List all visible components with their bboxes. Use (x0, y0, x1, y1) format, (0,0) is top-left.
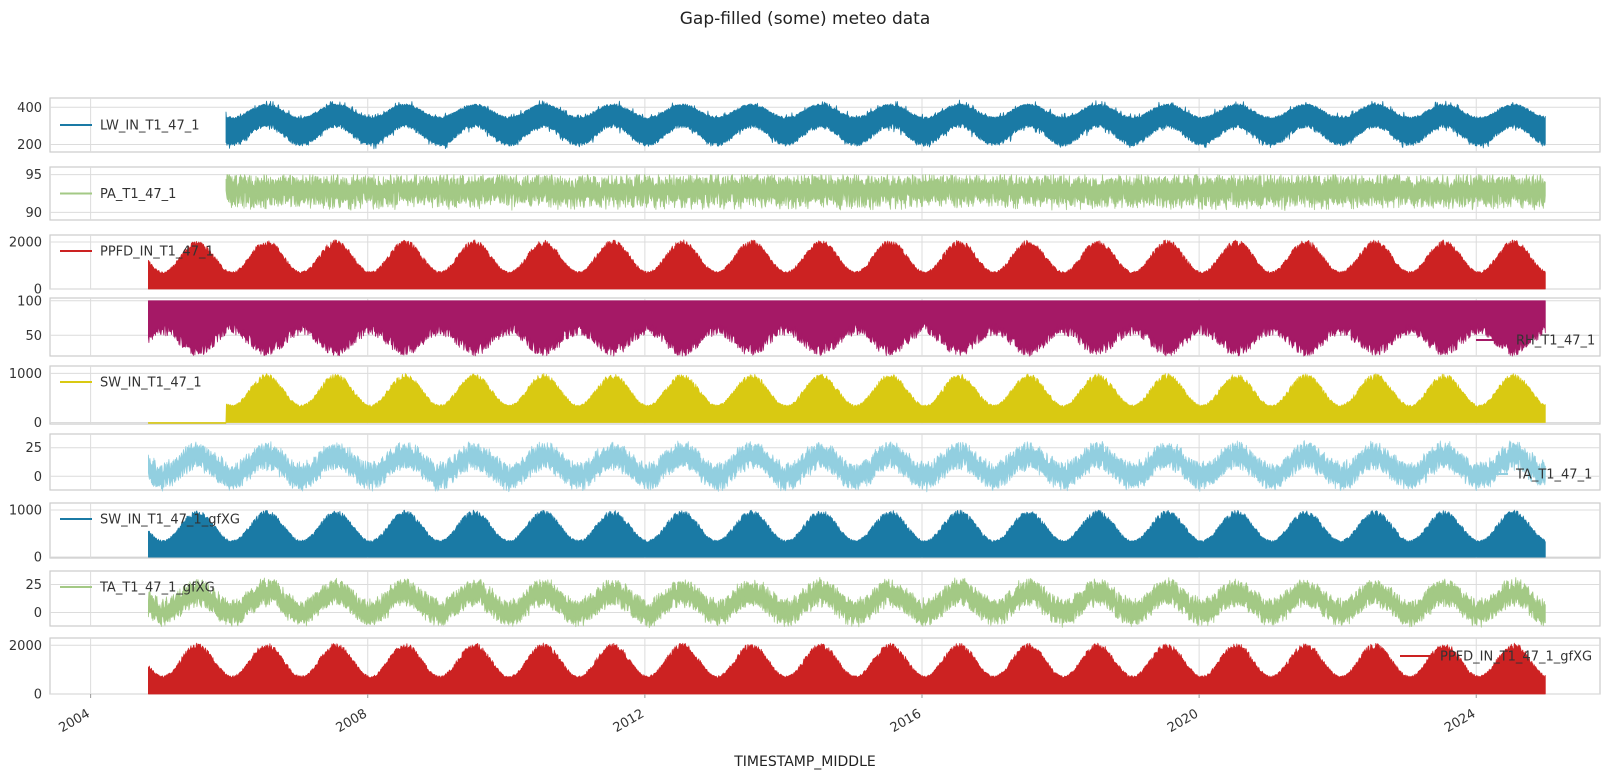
series-band (148, 239, 1546, 290)
series-band (148, 577, 1546, 629)
y-tick-label: 0 (34, 283, 42, 298)
y-tick-label: 400 (17, 101, 42, 116)
series-band (148, 440, 1546, 493)
legend: LW_IN_T1_47_1 (60, 119, 200, 134)
x-tick-label: 2020 (1165, 706, 1201, 736)
panel-ta-t1-47-1-gfxg: 0 25 TA_T1_47_1_gfXG (25, 570, 1601, 629)
panel-pa-t1-47-1: 90 95 PA_T1_47_1 (25, 166, 1601, 221)
y-tick-label: 50 (25, 329, 42, 344)
x-tick-label: 2004 (56, 706, 92, 736)
y-tick-label: 0 (34, 688, 42, 703)
y-tick-label: 1000 (9, 504, 42, 519)
x-tick-label: 2024 (1442, 706, 1478, 736)
series-band (225, 174, 1546, 211)
y-tick-label: 100 (17, 294, 42, 309)
legend-label: PA_T1_47_1 (100, 187, 176, 202)
legend-label: TA_T1_47_1 (1515, 468, 1592, 483)
x-axis-label: TIMESTAMP_MIDDLE (733, 754, 875, 770)
x-axis: 2004 2008 2012 2016 2020 2024 (56, 694, 1478, 736)
legend-label: SW_IN_T1_47_1_gfXG (100, 513, 240, 528)
y-tick-label: 1000 (9, 367, 42, 382)
panel-sw-in-t1-47-1-gfxg: 0 1000 SW_IN_T1_47_1_gfXG (9, 502, 1601, 566)
legend: SW_IN_T1_47_1 (60, 376, 202, 391)
legend-label: PPFD_IN_T1_47_1 (100, 245, 214, 260)
legend: PA_T1_47_1 (60, 187, 176, 202)
y-tick-label: 0 (34, 470, 42, 485)
x-tick-label: 2016 (888, 706, 924, 736)
legend: SW_IN_T1_47_1_gfXG (60, 513, 240, 528)
figure-title: Gap-filled (some) meteo data (680, 9, 931, 29)
legend: PPFD_IN_T1_47_1 (60, 245, 214, 260)
panel-ta-t1-47-1: 0 25 TA_T1_47_1 (25, 433, 1601, 493)
y-tick-label: 95 (25, 168, 42, 183)
y-tick-label: 0 (34, 606, 42, 621)
y-tick-label: 0 (34, 551, 42, 566)
series-band (148, 509, 1546, 558)
series-band (225, 99, 1546, 150)
y-tick-label: 200 (17, 138, 42, 153)
legend-label: PPFD_IN_T1_47_1_gfXG (1440, 650, 1592, 665)
panels: 200 400 LW_IN_T1_47_1 90 95 PA_T1_47_1 0 2000 PP… (9, 97, 1601, 703)
series-band (148, 373, 1546, 424)
legend: RH_T1_47_1 (1476, 334, 1595, 349)
y-tick-label: 2000 (9, 236, 42, 251)
panel-rh-t1-47-1: 50 100 RH_T1_47_1 (17, 294, 1601, 357)
legend-label: SW_IN_T1_47_1 (100, 376, 202, 391)
y-tick-label: 25 (25, 441, 42, 456)
legend-label: LW_IN_T1_47_1 (100, 119, 200, 134)
y-tick-label: 25 (25, 578, 42, 593)
series-band (148, 300, 1546, 357)
series-band (148, 642, 1546, 695)
legend-label: TA_T1_47_1_gfXG (99, 581, 215, 596)
panel-sw-in-t1-47-1: 0 1000 SW_IN_T1_47_1 (9, 365, 1601, 431)
y-tick-label: 2000 (9, 639, 42, 654)
x-tick-label: 2012 (611, 706, 647, 736)
panel-lw-in-t1-47-1: 200 400 LW_IN_T1_47_1 (17, 97, 1601, 153)
y-tick-label: 0 (34, 416, 42, 431)
panel-ppfd-in-t1-47-1: 0 2000 PPFD_IN_T1_47_1 (9, 234, 1601, 298)
y-tick-label: 90 (25, 206, 42, 221)
panel-ppfd-in-t1-47-1-gfxg: 0 2000 PPFD_IN_T1_47_1_gfXG (9, 637, 1601, 703)
legend: PPFD_IN_T1_47_1_gfXG (1400, 650, 1592, 665)
legend: TA_T1_47_1_gfXG (60, 581, 215, 596)
legend: TA_T1_47_1 (1476, 468, 1592, 483)
x-tick-label: 2008 (334, 706, 370, 736)
legend-label: RH_T1_47_1 (1516, 334, 1595, 349)
